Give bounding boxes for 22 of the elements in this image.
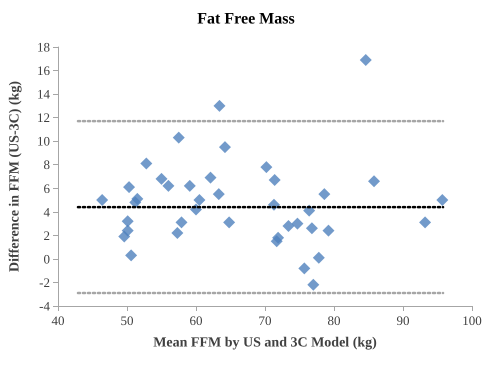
y-tick-label: 2 [44,228,50,243]
x-tick-label: 40 [52,313,64,328]
y-tick-label: 18 [37,40,50,54]
y-tick-label: 16 [37,63,50,78]
x-tick-label: 80 [328,313,340,328]
y-tick-label: 4 [44,204,50,220]
x-tick-label: 50 [120,313,134,328]
x-axis-title: Mean FFM by US and 3C Model (kg) [153,336,378,350]
y-tick-label: 10 [37,134,50,149]
x-tick-label: 60 [190,313,202,328]
y-tick-label: 14 [37,86,50,102]
x-tick-label: 90 [396,313,410,328]
y-tick-label: 6 [44,180,50,196]
y-tick-label: 8 [44,157,50,172]
x-tick-label: 70 [258,313,272,328]
y-tick-label: -4 [39,298,50,314]
y-tick-label: 0 [44,251,50,266]
y-axis-title: Difference in FFM (US-3C) (kg) [8,80,22,272]
y-tick-label: -2 [39,274,50,290]
chart-title: Fat Free Mass [197,10,295,28]
x-tick-label: 100 [462,313,482,328]
y-tick-label: 12 [37,110,50,126]
